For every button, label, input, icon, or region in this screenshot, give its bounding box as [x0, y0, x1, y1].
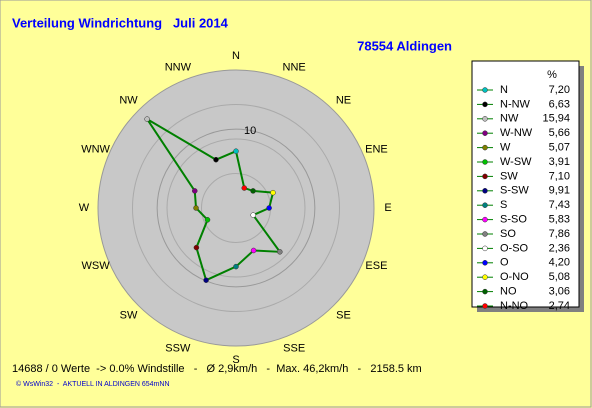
legend-value: 5,08 [549, 271, 570, 283]
radar-point [250, 247, 257, 254]
radar-point [233, 148, 239, 154]
legend-marker [482, 288, 488, 295]
radar-point [203, 277, 209, 283]
grid-ring [156, 128, 316, 288]
footer: 14688 / 0 Werte -> 0.0% Windstille - Ø 2… [12, 363, 422, 375]
legend-label: W-NW [500, 127, 533, 139]
radar-point [250, 212, 256, 218]
legend-label: NO [500, 286, 517, 298]
direction-label: N [232, 50, 240, 62]
direction-label: NW [119, 94, 138, 106]
direction-label: NNW [165, 61, 192, 73]
legend-label: W [500, 142, 511, 154]
radar-point [192, 188, 198, 194]
legend-marker [482, 188, 488, 194]
legend-value: 3,91 [549, 156, 570, 168]
ring [166, 138, 306, 278]
radar-point [266, 205, 272, 211]
legend-value: 6,63 [549, 98, 570, 110]
ring [132, 104, 340, 312]
legend-value: 7,20 [549, 84, 570, 96]
legend-marker [482, 303, 488, 309]
legend-marker [482, 159, 488, 165]
direction-label: NE [336, 94, 351, 106]
direction-label: NNE [283, 61, 306, 73]
legend-label: O-SO [500, 242, 529, 254]
direction-label: ENE [365, 144, 388, 156]
legend-label: S-SW [500, 185, 529, 197]
legend-value: 2,74 [549, 300, 570, 312]
radar-point [144, 116, 150, 122]
legend-value: 2,36 [549, 242, 570, 254]
radar-point [204, 217, 211, 223]
legend-marker [482, 274, 488, 280]
radar-point [233, 263, 239, 270]
legend-value: 9,91 [549, 185, 570, 197]
legend-label: O-NO [500, 271, 529, 283]
plot-area [97, 69, 375, 347]
legend-marker [482, 202, 488, 208]
legend-value: 7,86 [549, 228, 570, 240]
legend-box [471, 60, 580, 308]
direction-label: E [384, 202, 391, 214]
legend-marker [482, 130, 488, 136]
direction-label: SE [336, 309, 351, 321]
legend-marker [482, 87, 488, 93]
legend-marker [482, 101, 488, 108]
r-tick-label: 10 [244, 125, 256, 137]
direction-label: WSW [82, 260, 111, 272]
legend-value: 4,20 [549, 257, 570, 269]
legend-marker [482, 144, 488, 151]
legend-label: O [500, 257, 509, 269]
radar-point [213, 156, 219, 163]
legend-marker [482, 173, 488, 180]
legend-value: 7,43 [549, 199, 570, 211]
direction-label: SW [120, 309, 138, 321]
legend-marker [482, 216, 488, 223]
legend-header: % [547, 69, 557, 81]
legend-label: SO [500, 228, 516, 240]
direction-label: S [232, 354, 239, 366]
legend-marker [482, 116, 488, 122]
legend-marker [482, 260, 488, 266]
legend-marker [482, 231, 488, 237]
legend-label: NW [500, 113, 519, 125]
legend-value: 15,94 [542, 113, 570, 125]
legend-value: 7,10 [549, 170, 570, 182]
credit: © WsWin32 - AKTUELL IN ALDINGEN 654mNN [16, 380, 170, 388]
legend-label: N-NO [500, 300, 529, 312]
legend-label: W-SW [500, 156, 532, 168]
direction-label: SSW [165, 342, 191, 354]
legend-label: S-SO [500, 214, 527, 226]
legend-label: SW [500, 170, 518, 182]
legend-value: 5,07 [549, 142, 570, 154]
radar-point [193, 205, 199, 211]
legend-label: N [500, 84, 508, 96]
direction-label: WNW [81, 144, 110, 156]
chart-subtitle: 78554 Aldingen [357, 38, 452, 53]
radar-point [270, 189, 276, 196]
legend-label: S [500, 199, 507, 211]
direction-label: W [79, 202, 90, 214]
radar-point [241, 185, 248, 191]
radar-point [250, 188, 256, 194]
radar-point [277, 249, 283, 255]
legend-label: N-NW [500, 98, 531, 110]
legend-value: 5,83 [549, 214, 570, 226]
legend-value: 5,66 [549, 127, 570, 139]
direction-label: ESE [365, 260, 387, 272]
chart-title: Verteilung Windrichtung Juli 2014 [12, 15, 229, 30]
legend-marker [482, 245, 488, 252]
radar-point [193, 244, 200, 251]
direction-label: SSE [283, 342, 305, 354]
legend-value: 3,06 [549, 286, 570, 298]
